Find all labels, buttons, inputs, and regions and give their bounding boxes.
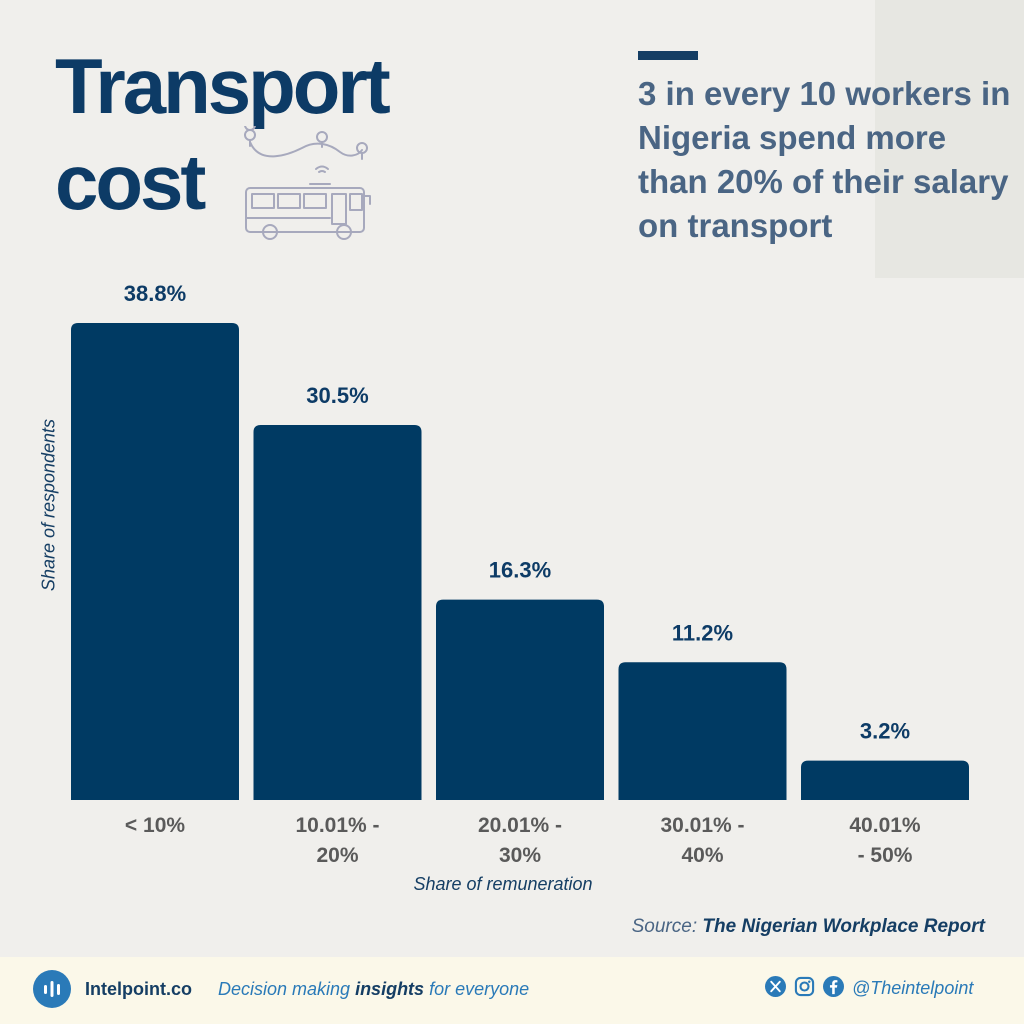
tagline: Decision making insights for everyone (218, 979, 529, 1000)
x-tick-label-2: 20.01% -30% (478, 814, 562, 867)
title-line-1: Transport (55, 42, 391, 130)
tagline-bold: insights (355, 979, 425, 999)
intelpoint-logo-icon[interactable] (33, 970, 71, 1008)
x-tick-label-3: 30.01% -40% (660, 814, 744, 867)
source-note: Source: The Nigerian Workplace Report (632, 916, 985, 938)
facebook-icon[interactable] (823, 976, 844, 997)
data-label-2: 16.3% (489, 558, 551, 583)
bar-chart: 38.8% < 10% 30.5% 10.01% -20% 16.3% 20.01% -3… (71, 281, 969, 867)
source-name: The Nigerian Workplace Report (702, 916, 985, 937)
brand-name[interactable]: Intelpoint.co (85, 979, 192, 999)
bus-route-icon (244, 126, 371, 240)
instagram-icon[interactable] (794, 976, 815, 997)
x-tick-label-0: < 10% (125, 814, 185, 837)
headline: 3 in every 10 workers in Nigeria spend m… (638, 75, 1011, 244)
social-links (765, 976, 844, 997)
page-title: Transport cost (55, 38, 475, 230)
x-tick-label-4: 40.01% - 50% (849, 814, 921, 867)
headline-accent-bar (638, 51, 698, 60)
x-tick-label-1: 10.01% -20% (295, 814, 379, 867)
data-label-1: 30.5% (306, 383, 368, 408)
background-photo-panel (875, 0, 1024, 278)
source-prefix: Source: (631, 916, 698, 937)
data-label-0: 38.8% (124, 281, 186, 306)
bar-4 (801, 760, 969, 800)
title-line-2: cost (55, 138, 206, 226)
tagline-end: for everyone (424, 979, 530, 999)
footer-bar: Intelpoint.co Decision making insights f… (0, 957, 1024, 1024)
bar-1 (253, 425, 422, 800)
social-handle[interactable]: @Theintelpoint (852, 978, 974, 998)
bar-0 (71, 323, 239, 800)
x-icon[interactable] (765, 976, 786, 997)
bar-3 (618, 662, 787, 800)
bar-2 (436, 599, 604, 800)
data-label-3: 11.2% (672, 620, 733, 645)
x-axis-label: Share of remuneration (413, 874, 593, 894)
data-label-4: 3.2% (860, 719, 910, 744)
tagline-start: Decision making (218, 979, 356, 999)
